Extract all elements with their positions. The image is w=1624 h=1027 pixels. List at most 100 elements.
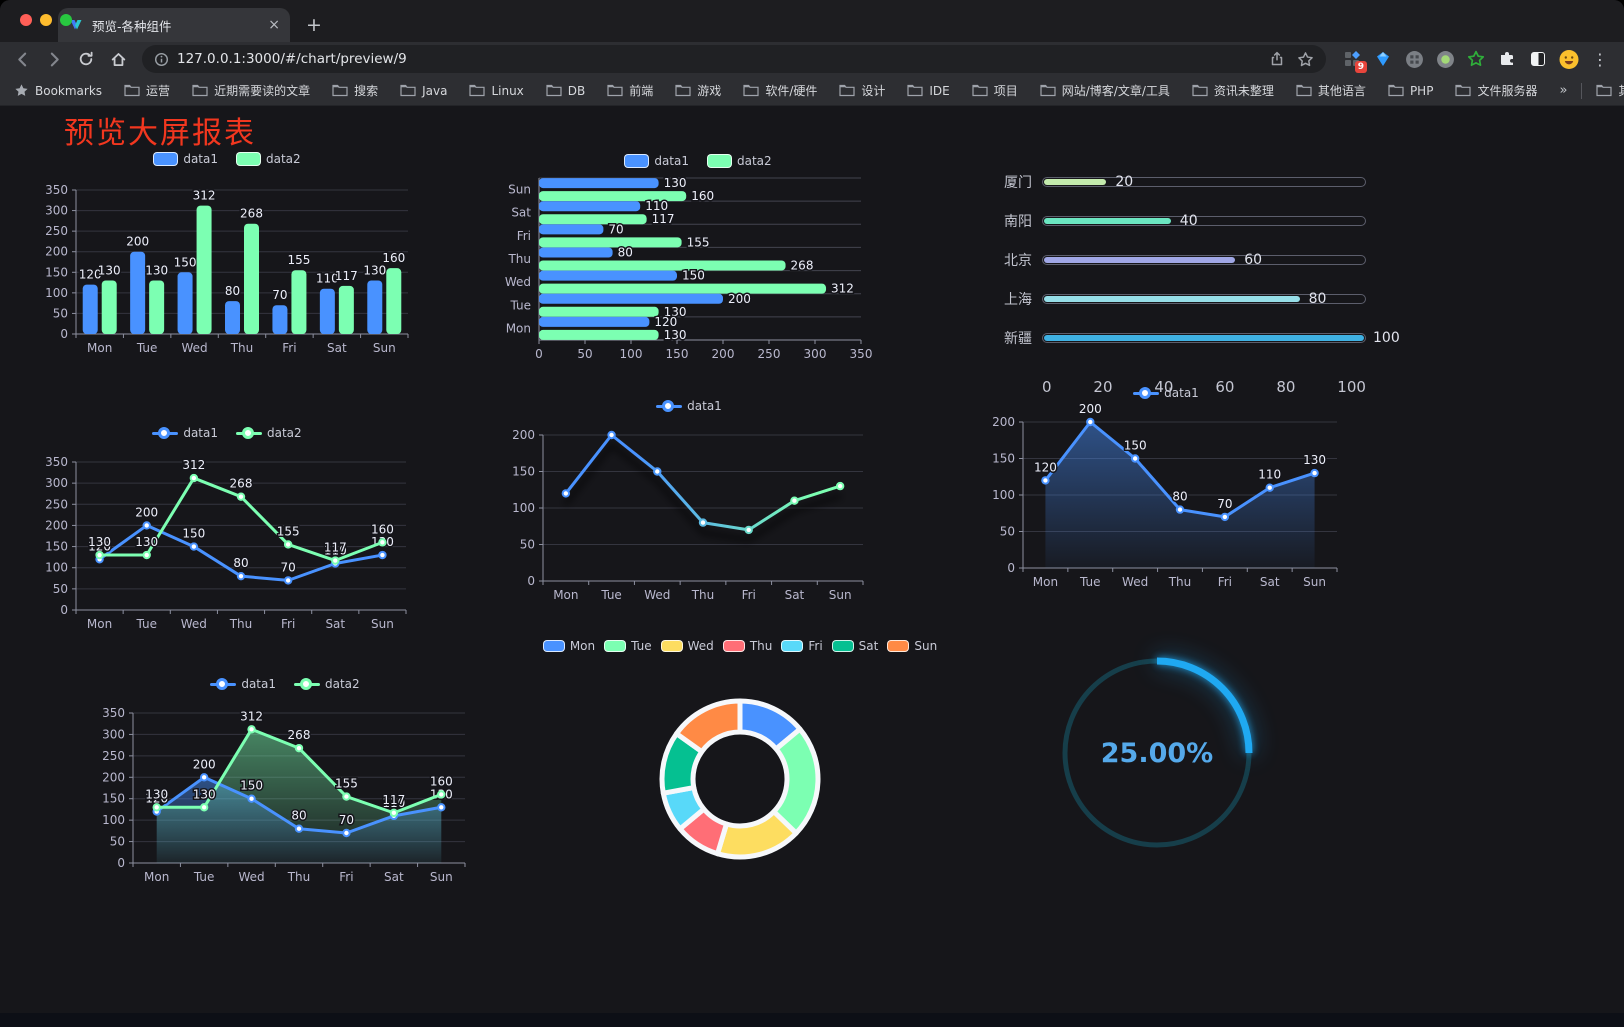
refresh-button[interactable]	[72, 45, 100, 73]
svg-text:0: 0	[60, 327, 68, 341]
folder-icon	[546, 84, 562, 97]
share-icon[interactable]	[1269, 51, 1285, 67]
bookmark-star-icon[interactable]	[1297, 51, 1314, 68]
url-text[interactable]: 127.0.0.1:3000/#/chart/preview/9	[177, 51, 407, 67]
bookmark-folder-15[interactable]: PHP	[1388, 83, 1434, 98]
progress-value: 40	[1179, 212, 1198, 229]
site-info-icon[interactable]	[154, 52, 169, 67]
svg-text:Wed: Wed	[1122, 575, 1148, 589]
bookmarks-overflow-chevron[interactable]: »	[1559, 83, 1568, 98]
svg-text:Sat: Sat	[511, 206, 531, 220]
bookmarks-bar: Bookmarks 运营 近期需要读的文章 搜索 Java Linux DB 前端 游戏 软件/硬…	[0, 76, 1624, 106]
progress-bar	[1044, 178, 1107, 185]
new-tab-button[interactable]: +	[306, 14, 322, 36]
bookmark-folder-4[interactable]: Linux	[469, 84, 524, 98]
progress-value: 100	[1373, 329, 1400, 346]
legend-item-data2[interactable]: data2	[236, 426, 302, 440]
browser-menu-button[interactable]: ⋮	[1590, 49, 1610, 69]
svg-text:25.00%: 25.00%	[1101, 738, 1213, 769]
home-button[interactable]	[104, 45, 132, 73]
reader-mode-extension-button[interactable]	[1528, 49, 1548, 69]
legend-item-data1[interactable]: data1	[210, 677, 276, 691]
svg-text:Sun: Sun	[829, 588, 852, 602]
shortcut-extension-button[interactable]	[1404, 49, 1424, 69]
chart-progress-bars: 厦门 20 南阳 40 北京 60 上海 80 新疆 100 0 20 40 60 80 100	[998, 160, 1400, 397]
zoom-window-button[interactable]	[60, 14, 72, 26]
tab-manager-extension-button[interactable]: 9	[1342, 49, 1367, 73]
recorder-extension-button[interactable]	[1435, 49, 1455, 69]
legend-item-data2[interactable]: data2	[294, 677, 360, 691]
bookmark-folder-7[interactable]: 游戏	[675, 82, 721, 99]
legend-item-Tue[interactable]: Tue	[604, 639, 652, 653]
bookmark-folder-3[interactable]: Java	[400, 84, 447, 98]
progress-row-北京: 北京 60	[998, 240, 1366, 279]
svg-text:70: 70	[281, 560, 296, 574]
legend-item-Thu[interactable]: Thu	[722, 639, 772, 653]
legend-item-data1[interactable]: data1	[656, 399, 722, 413]
legend-item-Fri[interactable]: Fri	[781, 639, 823, 653]
minimize-window-button[interactable]	[40, 14, 52, 26]
legend-item-data1[interactable]: data1	[153, 152, 218, 166]
bookmark-folder-16[interactable]: 文件服务器	[1455, 82, 1537, 99]
bookmark-folder-2[interactable]: 搜索	[332, 82, 378, 99]
svg-text:Sun: Sun	[373, 341, 396, 355]
bookmark-folder-8[interactable]: 软件/硬件	[743, 82, 817, 99]
legend-item-Mon[interactable]: Mon	[542, 639, 595, 653]
bookmark-folder-6[interactable]: 前端	[607, 82, 653, 99]
bookmark-label: 近期需要读的文章	[214, 84, 311, 98]
bookmark-folder-12[interactable]: 网站/博客/文章/工具	[1040, 82, 1170, 99]
svg-text:50: 50	[53, 306, 68, 320]
chart-line-gradient: data1 0 50 100 150 200 Mon Tue Wed Thu Fri Sat Sun	[505, 397, 873, 607]
bookmark-folder-11[interactable]: 项目	[972, 82, 1018, 99]
bookmark-folder-1[interactable]: 近期需要读的文章	[192, 82, 310, 99]
legend-item-data1[interactable]: data1	[624, 154, 689, 168]
line-legend-marker	[294, 677, 320, 691]
legend-label: data1	[241, 677, 276, 691]
legend-item-Wed[interactable]: Wed	[660, 639, 714, 653]
legend-item-Sat[interactable]: Sat	[831, 639, 878, 653]
close-tab-icon[interactable]: ×	[268, 17, 280, 33]
close-window-button[interactable]	[20, 14, 32, 26]
address-bar[interactable]: 127.0.0.1:3000/#/chart/preview/9	[142, 45, 1326, 73]
bookmarks-manager-item[interactable]: Bookmarks	[14, 83, 102, 98]
rect-legend-marker	[660, 640, 683, 652]
green-star-extension-button[interactable]	[1466, 49, 1486, 69]
chart-area-dual: data1 data2 0 50 100 150 200 250 300 350 Mon Tue Wed…	[95, 675, 475, 889]
profile-avatar[interactable]	[1559, 49, 1579, 69]
legend-item-Sun[interactable]: Sun	[887, 639, 937, 653]
puzzle-extensions-button[interactable]	[1497, 49, 1517, 69]
bookmark-folder-13[interactable]: 资讯未整理	[1192, 82, 1274, 99]
forward-button[interactable]	[40, 45, 68, 73]
page-content: 预览大屏报表 data1 data2 0 50 100 150 200 250 300 350 Mo…	[0, 106, 1624, 1027]
legend-item-data2[interactable]: data2	[236, 152, 301, 166]
svg-text:130: 130	[98, 264, 121, 278]
svg-text:150: 150	[102, 792, 125, 806]
legend-item-data1[interactable]: data1	[152, 426, 218, 440]
progress-value: 60	[1244, 251, 1263, 268]
svg-text:Thu: Thu	[507, 252, 531, 266]
bookmark-folder-5[interactable]: DB	[546, 84, 585, 98]
bookmark-folder-14[interactable]: 其他语言	[1296, 82, 1366, 99]
page-title: 预览大屏报表	[64, 116, 256, 151]
bookmark-label: Bookmarks	[35, 83, 103, 98]
browser-tab[interactable]: 预览-各种组件 ×	[58, 8, 290, 42]
back-button[interactable]	[8, 45, 36, 73]
svg-text:130: 130	[145, 264, 168, 278]
bookmark-folder-0[interactable]: 运营	[124, 82, 170, 99]
svg-text:200: 200	[512, 428, 535, 442]
bookmark-folder-9[interactable]: 设计	[839, 82, 885, 99]
gem-extension-button[interactable]	[1373, 49, 1393, 69]
bookmark-label: 运营	[146, 84, 171, 98]
bookmark-label: PHP	[1409, 83, 1434, 98]
bookmark-folder-10[interactable]: IDE	[907, 84, 950, 98]
svg-text:Sun: Sun	[430, 870, 453, 884]
other-bookmarks-item[interactable]: 其他书签	[1596, 82, 1624, 99]
folder-icon	[400, 84, 416, 97]
svg-text:350: 350	[45, 183, 68, 197]
legend-item-data2[interactable]: data2	[707, 154, 772, 168]
svg-text:160: 160	[691, 189, 714, 203]
chart-donut: Mon Tue Wed Thu Fri Sat Sun	[542, 637, 937, 937]
legend-item-data1[interactable]: data1	[1133, 386, 1199, 400]
legend-label: data1	[183, 426, 218, 440]
